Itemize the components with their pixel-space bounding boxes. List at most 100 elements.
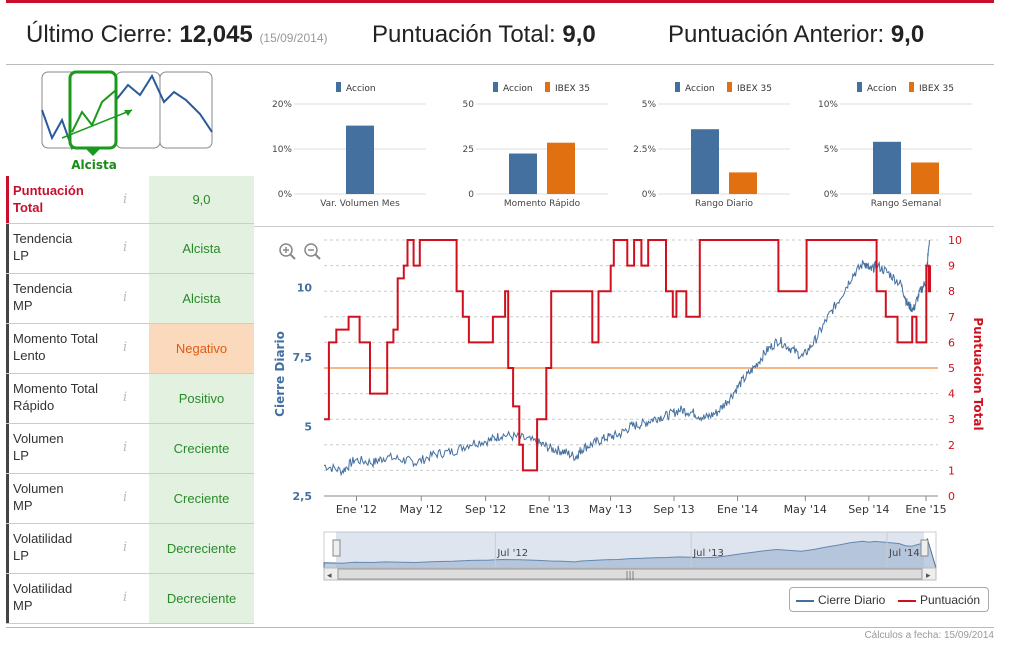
legend-entry[interactable]: Accion: [503, 84, 533, 94]
summary-header: Último Cierre: 12,045 (15/09/2014) Puntu…: [6, 3, 994, 65]
legend-puntuacion[interactable]: Puntuación: [920, 593, 981, 607]
legend-puntuacion-swatch: [898, 600, 916, 602]
info-icon[interactable]: i: [123, 490, 128, 505]
left-tick-label: 10: [297, 281, 313, 294]
indicator-row: Volumen LP i Creciente: [6, 424, 254, 474]
legend-swatch: [727, 82, 732, 92]
right-tick-label: 0: [948, 490, 955, 503]
chart-title: Var. Volumen Mes: [320, 199, 400, 209]
bar-accion[interactable]: [346, 125, 374, 194]
calculation-date: Cálculos a fecha: 15/09/2014: [864, 630, 994, 641]
zoom-in-icon[interactable]: [279, 243, 296, 260]
scroll-left-icon[interactable]: ◂: [327, 571, 332, 581]
y-tick-label: 10%: [272, 145, 292, 155]
left-axis-title: Cierre Diario: [273, 331, 287, 417]
right-tick-label: 4: [948, 388, 955, 401]
puntuacion-anterior: Puntuación Anterior: 9,0: [668, 21, 924, 49]
mini-chart-1: 20% 10% 0% Accion Var. Volumen Mes: [272, 82, 426, 209]
zoom-out-icon[interactable]: [304, 243, 321, 260]
puntuacion-anterior-label: Puntuación Anterior:: [668, 21, 885, 48]
trend-card-lateral[interactable]: [115, 71, 161, 149]
ultimo-cierre-label: Último Cierre:: [26, 21, 173, 48]
indicator-row: Tendencia MP i Alcista: [6, 274, 254, 324]
indicator-row: Volatilidad LP i Decreciente: [6, 524, 254, 574]
info-icon[interactable]: i: [123, 590, 128, 605]
indicator-value: Decreciente: [149, 524, 254, 573]
scroll-right-icon[interactable]: ▸: [926, 571, 931, 581]
legend-entry[interactable]: IBEX 35: [919, 84, 954, 94]
info-icon[interactable]: i: [123, 440, 128, 455]
trend-label: Alcista: [71, 158, 117, 172]
legend-swatch: [493, 82, 498, 92]
legend-entry[interactable]: Accion: [346, 84, 376, 94]
trend-arrow-icon: [61, 109, 133, 139]
trend-sparkline-alcista: [71, 89, 117, 133]
navigator-series: [323, 537, 937, 569]
footer-divider: [6, 627, 994, 628]
indicator-label: Puntuación Total: [6, 176, 148, 223]
y-tick-label: 25: [463, 145, 474, 155]
y-tick-label: 0%: [642, 190, 657, 200]
indicator-label: Volatilidad MP: [6, 574, 148, 623]
trend-pointer-icon: [85, 148, 101, 156]
info-icon[interactable]: i: [123, 290, 128, 305]
navigator-label: Jul '13: [692, 548, 724, 559]
legend-cierre[interactable]: Cierre Diario: [818, 593, 886, 607]
x-tick-label: Ene '15: [905, 503, 946, 516]
legend-swatch: [909, 82, 914, 92]
bar-accion[interactable]: [509, 153, 537, 195]
info-icon[interactable]: i: [123, 240, 128, 255]
chart-title: Rango Semanal: [871, 199, 942, 209]
left-tick-label: 2,5: [293, 490, 313, 503]
legend-swatch: [857, 82, 862, 92]
puntuacion-anterior-value: 9,0: [890, 21, 925, 48]
navigator-label: Jul '14: [888, 548, 920, 559]
right-tick-label: 2: [948, 439, 955, 452]
trend-card-alcista[interactable]: [68, 70, 118, 150]
indicator-label: Momento Total Rápido: [6, 374, 148, 423]
indicator-label: Volumen MP: [6, 474, 148, 523]
info-icon[interactable]: i: [123, 390, 128, 405]
y-tick-label: 0%: [278, 190, 293, 200]
series-cierre-diario[interactable]: [323, 239, 930, 477]
right-tick-label: 10: [948, 234, 962, 247]
bar-accion[interactable]: [873, 141, 901, 194]
trend-card-bajista-2[interactable]: [159, 71, 213, 149]
indicator-label: Momento Total Lento: [6, 324, 148, 373]
info-icon[interactable]: i: [123, 192, 128, 207]
indicator-value: Creciente: [149, 474, 254, 523]
x-tick-label: May '13: [589, 503, 632, 516]
series-puntuacion[interactable]: [324, 239, 931, 472]
legend-entry[interactable]: IBEX 35: [555, 84, 590, 94]
indicator-row: Tendencia LP i Alcista: [6, 224, 254, 274]
right-tick-label: 1: [948, 464, 955, 477]
navigator-handle-right[interactable]: [920, 539, 929, 557]
info-icon[interactable]: i: [123, 540, 128, 555]
legend-entry[interactable]: Accion: [685, 84, 715, 94]
mini-bar-charts: 20% 10% 0% Accion Var. Volumen Mes 50 25 0 Accio…: [272, 82, 972, 209]
legend-swatch: [545, 82, 550, 92]
mini-chart-2: 50 25 0 Accion IBEX 35 Momento Rápido: [463, 82, 608, 209]
indicator-row: Momento Total Lento i Negativo: [6, 324, 254, 374]
scrollbar-grip-icon: |||: [625, 571, 634, 581]
x-tick-label: Ene '12: [336, 503, 377, 516]
info-icon[interactable]: i: [123, 340, 128, 355]
x-tick-label: Sep '12: [465, 503, 506, 516]
scrollbar-thumb[interactable]: [337, 568, 923, 580]
bar-ibex-35[interactable]: [547, 142, 575, 194]
legend-cierre-swatch: [796, 600, 814, 602]
indicator-value: Decreciente: [149, 574, 254, 623]
legend-swatch: [675, 82, 680, 92]
y-tick-label: 20%: [272, 100, 292, 110]
indicator-value: Alcista: [149, 274, 254, 323]
navigator-selection[interactable]: [336, 532, 924, 568]
bar-ibex-35[interactable]: [911, 162, 939, 195]
chart-title: Momento Rápido: [504, 199, 581, 209]
bar-accion[interactable]: [691, 129, 719, 194]
bar-ibex-35[interactable]: [729, 172, 757, 194]
indicator-row: Volatilidad MP i Decreciente: [6, 574, 254, 624]
navigator-handle-left[interactable]: [332, 539, 341, 557]
legend-entry[interactable]: IBEX 35: [737, 84, 772, 94]
legend-entry[interactable]: Accion: [867, 84, 897, 94]
puntuacion-total-value: 9,0: [562, 21, 596, 48]
